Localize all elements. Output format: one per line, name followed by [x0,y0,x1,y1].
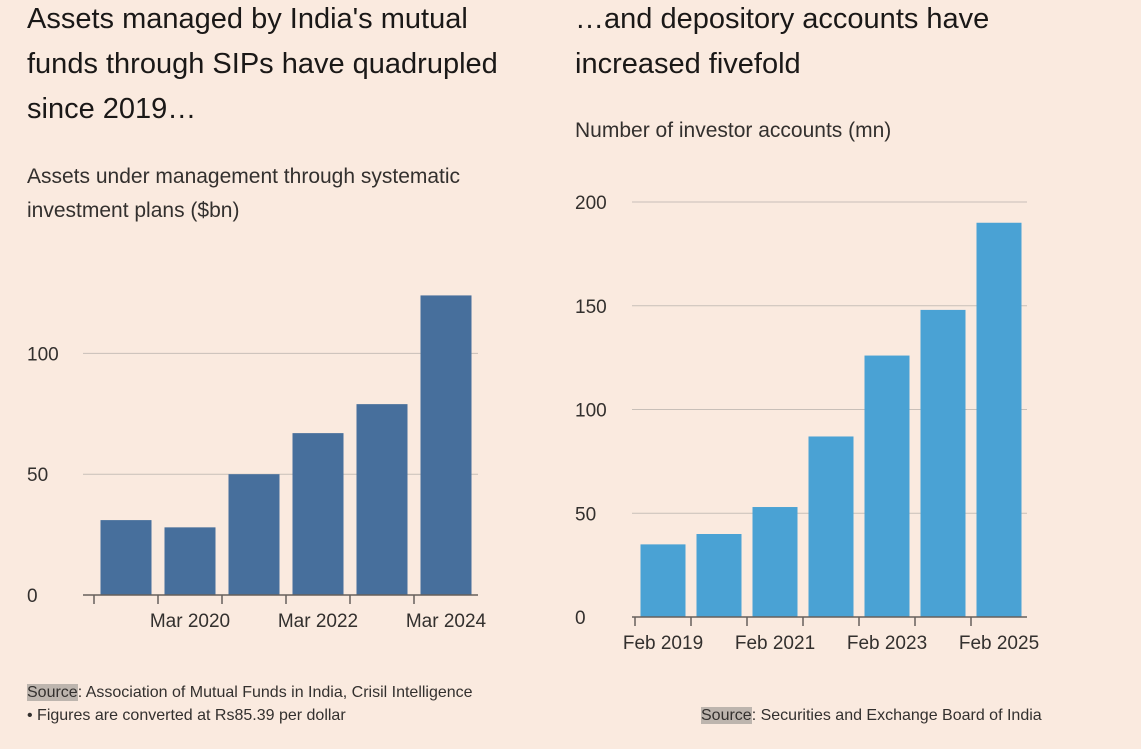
left-y-tick-label: 100 [27,344,59,365]
left-x-tick-label: Mar 2022 [278,611,358,632]
right-bar [864,355,910,617]
left-bar [292,433,344,595]
right-bar [752,507,798,617]
right-source-label: Source [701,707,752,724]
left-source-line: Source: Association of Mutual Funds in I… [27,681,473,704]
left-x-tick-label: Mar 2024 [406,611,487,632]
right-footer: Source: Securities and Exchange Board of… [701,704,1042,727]
left-note: • Figures are converted at Rs85.39 per d… [27,707,346,724]
left-source-label: Source [27,684,78,701]
left-x-tick-label: Mar 2020 [150,611,230,632]
left-bar [164,527,216,595]
left-bar [100,520,152,595]
left-chart-title: Assets managed by India's mutual funds t… [27,3,498,125]
right-x-tick-label: Feb 2021 [735,633,815,654]
right-y-tick-label: 200 [575,193,607,214]
right-bar [696,534,742,617]
right-y-tick-label: 0 [575,608,586,629]
left-footer: Source: Association of Mutual Funds in I… [27,681,473,727]
right-y-tick-label: 100 [575,401,607,422]
right-chart-title: …and depository accounts have increased … [575,3,990,80]
right-x-tick-label: Feb 2019 [623,633,703,654]
left-source-text: : Association of Mutual Funds in India, … [77,684,473,701]
right-bar [976,222,1022,617]
right-x-tick-label: Feb 2025 [959,633,1039,654]
left-bar [228,474,280,595]
right-chart-subtitle: Number of investor accounts (mn) [575,119,892,142]
right-source-text: : Securities and Exchange Board of India [751,707,1042,724]
left-chart-subtitle: Assets under management through systemat… [27,165,461,222]
left-bar [356,404,408,595]
right-x-tick-label: Feb 2023 [847,633,927,654]
left-y-tick-label: 50 [27,465,48,486]
right-y-tick-label: 150 [575,297,607,318]
left-y-tick-label: 0 [27,586,38,607]
right-bar [920,309,966,617]
left-bar [420,295,472,595]
right-bar [640,544,686,617]
right-y-tick-label: 50 [575,504,596,525]
right-bar [808,436,854,617]
